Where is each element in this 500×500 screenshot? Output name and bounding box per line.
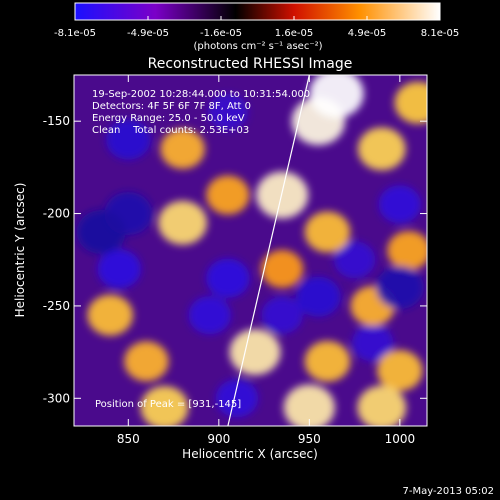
heatmap-blob: [394, 81, 427, 124]
colorbar: [74, 2, 441, 21]
colorbar-tick-label: -1.6e-05: [200, 28, 242, 39]
heatmap-blob: [188, 296, 231, 335]
colorbar-tick-label: -4.9e-05: [127, 28, 169, 39]
y-axis-label: Heliocentric Y (arcsec): [13, 183, 27, 318]
heatmap-blob: [140, 386, 189, 426]
x-axis-label: Heliocentric X (arcsec): [182, 447, 318, 461]
heatmap-blob: [261, 296, 303, 334]
annotation-time: 19-Sep-2002 10:28:44.000 to 10:31:54.000: [92, 89, 310, 100]
heatmap-blob: [256, 171, 309, 219]
x-tick-label: 850: [117, 432, 140, 446]
heatmap-blob: [160, 128, 205, 169]
heatmap-blob: [283, 384, 335, 426]
heatmap-blob: [387, 230, 427, 271]
heatmap-blob: [76, 210, 126, 255]
heatmap-blob: [377, 350, 423, 392]
heatmap-blob: [378, 185, 422, 224]
heatmap-blob: [215, 379, 259, 418]
heatmap-blob: [309, 75, 364, 118]
x-tick-label: 950: [298, 432, 321, 446]
heatmap-blob: [375, 265, 424, 309]
colorbar-tick-label: -8.1e-05: [54, 28, 96, 39]
colorbar-ticks: -8.1e-05 -4.9e-05 -1.6e-05 1.6e-05 4.9e-05 8.…: [54, 16, 459, 39]
plot-frame: [73, 74, 428, 427]
solar-limb-line: [227, 75, 310, 426]
heatmap-blob: [296, 276, 341, 317]
heatmap-blob: [304, 340, 351, 382]
y-tick-label: -150: [43, 114, 70, 128]
heatmap-blob: [87, 294, 134, 336]
heatmap-blob: [206, 258, 250, 298]
footer-date: 7-May-2013 05:02: [402, 486, 494, 497]
colorbar-unit: (photons cm⁻² s⁻¹ asec⁻²): [193, 41, 322, 52]
annotation-peak: Position of Peak = [931,-145]: [95, 399, 241, 410]
heatmap-blob: [229, 329, 281, 376]
annotation-detectors: Detectors: 4F 5F 6F 7F 8F, Att 0: [92, 101, 251, 112]
x-tick-label: 1000: [385, 432, 416, 446]
axis-ticks: 850 900 950 1000 -150 -200 -250 -300: [43, 75, 427, 446]
heatmap-blob: [106, 119, 151, 160]
annotation-energy: Energy Range: 25.0 - 50.0 keV: [92, 113, 245, 124]
colorbar-tick-label: 8.1e-05: [421, 28, 459, 39]
heatmap-blob: [357, 127, 406, 171]
colorbar-tick-label: 1.6e-05: [275, 28, 313, 39]
heatmap-blob: [124, 341, 169, 382]
heatmap-blob: [352, 324, 394, 362]
colorbar-tick-label: 4.9e-05: [348, 28, 386, 39]
heatmap-blob: [304, 211, 351, 253]
heatmap-blob: [206, 175, 250, 215]
y-tick-label: -300: [43, 391, 70, 405]
annotation-counts: Clean Total counts: 2.53E+03: [92, 125, 249, 136]
plot-area: [74, 75, 427, 426]
heatmap-blob: [357, 385, 407, 426]
heatmap-blob: [333, 241, 376, 279]
y-tick-label: -250: [43, 299, 70, 313]
x-tick-label: 900: [207, 432, 230, 446]
heatmap-blobs: [76, 75, 427, 426]
y-tick-label: -200: [43, 207, 70, 221]
chart-title: Reconstructed RHESSI Image: [148, 56, 353, 72]
heatmap-blob: [260, 249, 304, 289]
heatmap-blob: [158, 200, 208, 245]
heatmap-blob: [97, 249, 141, 289]
heatmap-blob: [207, 93, 248, 131]
